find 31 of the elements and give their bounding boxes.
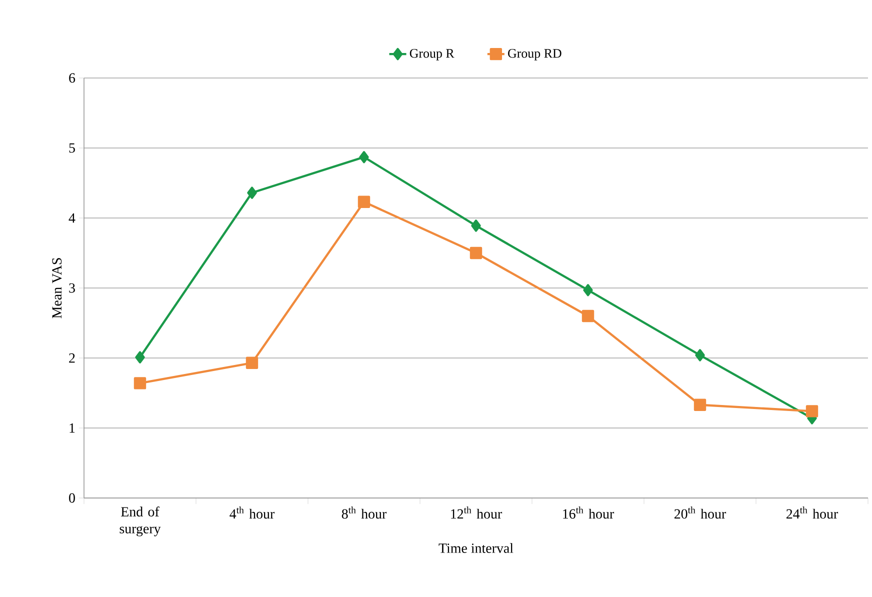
point [470, 246, 482, 260]
y-tick-label: 1 [70, 423, 75, 433]
x-tick-label: 20$^{th}$ hour [674, 506, 726, 519]
y-tick-label: 6 [69, 73, 76, 83]
y-tick-label: 0 [69, 493, 75, 503]
y-tick-label: 5 [69, 143, 75, 153]
x-tick-label: 8$^{th}$ hour [342, 506, 387, 519]
point [583, 284, 593, 296]
y-tick-label: 4 [68, 213, 76, 223]
point [806, 405, 818, 418]
y-axis-title: Mean VAS [52, 258, 62, 318]
x-tick-label: 12$^{th}$ hour [451, 506, 502, 519]
y-tick-label: 2 [69, 353, 75, 363]
x-tick-label: 24$^{th}$ hour [786, 506, 838, 519]
point [134, 377, 146, 390]
point [135, 351, 145, 364]
x-tick-label: 4$^{th}$ hour [230, 506, 275, 519]
legend-label: Group R [410, 49, 454, 60]
point [359, 151, 369, 164]
y-tick-label: 3 [69, 283, 75, 293]
point [246, 356, 258, 369]
point [471, 220, 481, 232]
point [582, 310, 594, 322]
point [247, 186, 257, 199]
point [358, 196, 370, 208]
x-tick-label: 16$^{th}$ hour [563, 506, 614, 519]
point [694, 398, 706, 411]
point [695, 349, 705, 362]
x-tick-label: End of surgery [120, 506, 161, 536]
legend-label: Group RD [508, 49, 562, 60]
x-axis-title: Time interval [438, 543, 514, 553]
